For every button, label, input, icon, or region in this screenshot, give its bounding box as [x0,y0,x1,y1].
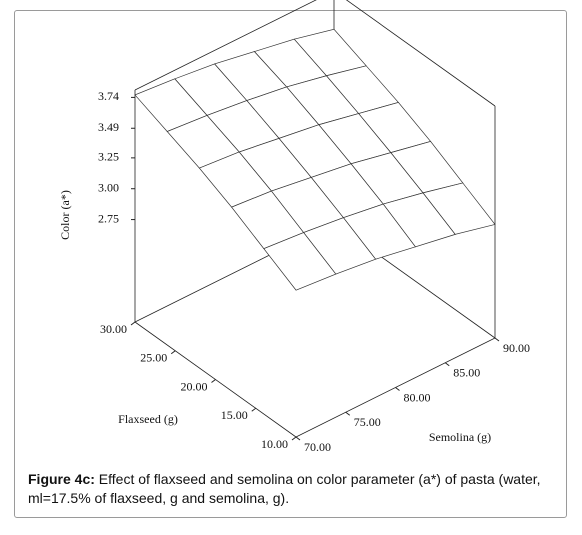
x-tick-label: 20.00 [181,379,208,393]
caption: Figure 4c: Effect of flaxseed and semoli… [28,470,558,508]
frame [14,10,567,518]
x-tick [211,379,216,383]
x-tick-label: 15.00 [221,408,248,422]
x-axis-title: Flaxseed (g) [118,412,178,426]
box-edge [134,0,317,91]
z-tick-label: 3.25 [98,150,119,164]
y-tick [295,436,301,441]
x-tick [291,436,297,441]
x-tick-label: 25.00 [140,351,167,365]
y-tick [494,337,500,342]
chart: Color (a*) Flaxseed (g) Semolina (g) 10.… [58,0,530,454]
y-tick-label: 70.00 [304,440,331,454]
z-tick-label: 3.00 [98,180,119,194]
x-tick [170,350,176,355]
x-tick [130,321,136,326]
y-tick-label: 80.00 [404,390,431,404]
x-tick [251,407,257,412]
y-tick-label: 75.00 [354,415,381,429]
y-axis-title: Semolina (g) [429,430,491,444]
y-tick [395,387,400,391]
x-tick-label: 30.00 [100,322,127,336]
caption-text: Effect of flaxseed and semolina on color… [28,471,541,506]
z-axis-title: Color (a*) [58,190,72,240]
z-tick-label: 3.74 [98,89,119,103]
x-tick-label: 10.00 [261,437,288,451]
box-edge [345,0,496,107]
caption-label: Figure 4c: [28,471,95,487]
z-tick-label: 2.75 [98,211,119,225]
y-tick [444,362,450,367]
z-tick-label: 3.49 [98,120,119,134]
y-tick-label: 85.00 [453,366,480,380]
y-tick-label: 90.00 [503,341,530,355]
y-tick [345,411,351,416]
surface-cell [263,232,337,291]
